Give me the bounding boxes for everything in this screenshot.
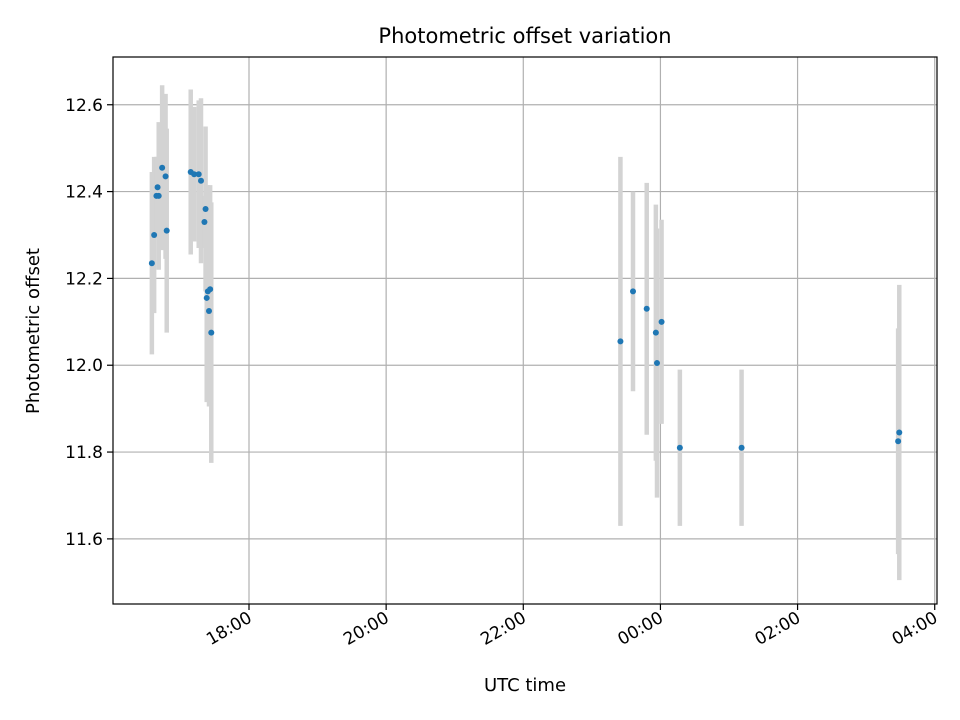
y-tick-label: 12.6	[65, 96, 103, 116]
x-tick-label: 20:00	[340, 608, 392, 650]
data-point	[208, 329, 215, 336]
data-point	[202, 205, 209, 212]
data-point	[195, 171, 202, 178]
chart-title: Photometric offset variation	[378, 24, 671, 48]
y-tick-label: 11.6	[65, 530, 103, 550]
data-point	[654, 360, 660, 367]
data-points	[148, 164, 903, 451]
y-tick-label: 12.0	[65, 356, 103, 376]
y-axis-ticks: 11.6 11.8 12.0 12.2 12.4 12.6	[65, 96, 113, 550]
data-point	[643, 305, 650, 312]
x-tick-label: 00:00	[614, 608, 666, 650]
x-axis-ticks: 18:00 20:00 22:00 00:00 02:00 04:00	[203, 604, 941, 650]
x-tick-label: 22:00	[477, 608, 529, 650]
data-point	[151, 231, 158, 238]
data-point	[676, 444, 683, 451]
data-point	[198, 177, 204, 184]
x-tick-label: 18:00	[203, 608, 255, 650]
grid-lines	[113, 57, 937, 604]
y-axis-label: Photometric offset	[23, 248, 44, 414]
y-tick-label: 12.4	[65, 183, 103, 203]
error-bars	[149, 85, 902, 581]
data-point	[896, 429, 903, 436]
plot-frame	[112, 56, 938, 605]
y-tick-label: 12.2	[65, 269, 103, 289]
data-point	[159, 164, 166, 171]
data-point	[201, 218, 208, 225]
y-tick-label: 11.8	[65, 443, 103, 463]
data-point	[162, 173, 169, 180]
data-point	[738, 444, 745, 451]
x-tick-label: 04:00	[889, 608, 941, 650]
data-point	[206, 307, 212, 314]
data-point	[154, 184, 161, 191]
data-point	[652, 329, 659, 336]
data-point	[163, 227, 170, 234]
data-point	[895, 438, 902, 445]
data-point	[658, 318, 665, 325]
data-point	[148, 260, 155, 267]
data-point	[207, 286, 214, 293]
data-point	[203, 294, 210, 301]
data-point	[155, 192, 162, 199]
data-point	[630, 288, 636, 295]
data-point	[617, 338, 624, 345]
x-tick-label: 02:00	[752, 608, 804, 650]
x-axis-label: UTC time	[484, 675, 566, 696]
data-point	[191, 171, 198, 178]
